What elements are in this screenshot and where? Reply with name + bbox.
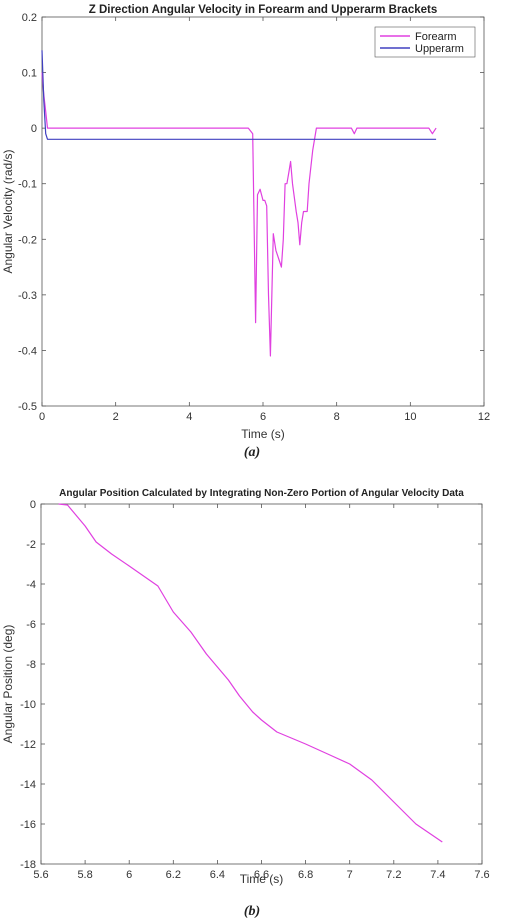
- legend-box: [374, 26, 476, 58]
- chart-b: Angular Position Calculated by Integrati…: [1, 488, 490, 919]
- y-tick-label: -0.3: [18, 290, 37, 302]
- y-tick-label: -0.2: [18, 234, 37, 246]
- chart-title: Z Direction Angular Velocity in Forearm …: [89, 4, 438, 16]
- y-tick-label: -18: [20, 859, 36, 871]
- x-tick-label: 6.2: [166, 869, 181, 881]
- figure-caption: (b): [244, 904, 260, 919]
- x-tick-label: 12: [478, 411, 490, 423]
- series-line-upperarm: [41, 50, 437, 140]
- y-tick-label: -6: [26, 619, 36, 631]
- plot-area: [40, 503, 483, 865]
- x-tick-label: 6: [126, 869, 132, 881]
- y-tick-label: 0: [31, 123, 37, 135]
- x-tick-label: 10: [404, 411, 416, 423]
- x-tick-label: 5.8: [77, 869, 92, 881]
- y-tick-label: -2: [26, 539, 36, 551]
- x-tick-label: 7.6: [474, 869, 489, 881]
- y-tick-label: -4: [26, 579, 36, 591]
- x-tick-label: 4: [186, 411, 192, 423]
- y-tick-label: 0.1: [22, 68, 37, 80]
- x-tick-label: 2: [113, 411, 119, 423]
- y-tick-label: 0.2: [22, 12, 37, 24]
- y-tick-label: -0.4: [18, 345, 37, 357]
- x-tick-label: 5.6: [33, 869, 48, 881]
- x-tick-label: 6.8: [298, 869, 313, 881]
- x-tick-label: 0: [39, 411, 45, 423]
- x-tick-label: 7.2: [386, 869, 401, 881]
- chart-a: Z Direction Angular Velocity in Forearm …: [1, 4, 490, 460]
- x-tick-label: 8: [334, 411, 340, 423]
- y-tick-label: -14: [20, 779, 36, 791]
- y-tick-label: -16: [20, 819, 36, 831]
- chart-title: Angular Position Calculated by Integrati…: [59, 488, 464, 499]
- x-axis-label: Time (s): [240, 872, 284, 886]
- x-axis-label: Time (s): [241, 427, 285, 441]
- chart-b-panel: Angular Position Calculated by Integrati…: [0, 480, 505, 921]
- x-tick-label: 6.4: [210, 869, 225, 881]
- chart-a-panel: Z Direction Angular Velocity in Forearm …: [0, 0, 505, 460]
- legend-label: Upperarm: [415, 43, 464, 55]
- x-tick-label: 6: [260, 411, 266, 423]
- y-tick-label: -12: [20, 739, 36, 751]
- x-tick-label: 7: [347, 869, 353, 881]
- plot-area: [41, 16, 485, 407]
- y-axis-label: Angular Velocity (rad/s): [1, 149, 15, 273]
- y-tick-label: -0.1: [18, 179, 37, 191]
- y-tick-label: -10: [20, 699, 36, 711]
- y-tick-label: -8: [26, 659, 36, 671]
- legend-label: Forearm: [415, 31, 457, 43]
- x-tick-label: 6.6: [254, 869, 269, 881]
- y-axis-label: Angular Position (deg): [1, 625, 15, 744]
- series-line-forearm: [41, 72, 437, 357]
- y-tick-label: 0: [30, 499, 36, 511]
- series-line-position: [58, 503, 443, 843]
- x-tick-label: 7.4: [430, 869, 445, 881]
- y-tick-label: -0.5: [18, 401, 37, 413]
- figure-caption: (a): [244, 445, 260, 460]
